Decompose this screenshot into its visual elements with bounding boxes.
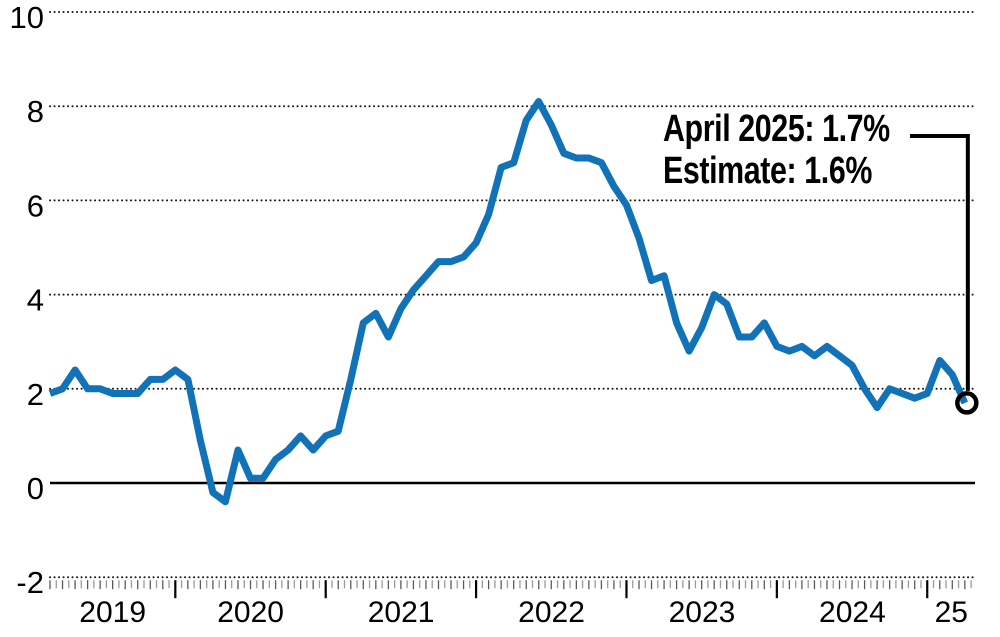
chart-annotation: April 2025: 1.7% Estimate: 1.6%: [663, 108, 890, 192]
latest-point-marker: [955, 391, 979, 415]
annotation-connector-line: [910, 134, 970, 391]
x-tick-label: 2022: [518, 596, 585, 629]
y-tick-label: 6: [27, 188, 44, 223]
y-axis-labels: 10 8 6 4 2 0 -2: [10, 0, 44, 600]
annotation-line1: April 2025: 1.7%: [663, 108, 890, 150]
x-tick-label: 2024: [819, 596, 886, 629]
y-tick-label: -2: [16, 565, 44, 600]
x-axis-labels: 2019 2020 2021 2022 2023 2024 25: [79, 596, 968, 629]
y-tick-label: 10: [10, 0, 44, 35]
y-tick-label: 4: [27, 283, 44, 318]
x-tick-label: 2020: [217, 596, 284, 629]
y-tick-label: 8: [27, 94, 44, 129]
y-tick-label: 2: [27, 377, 44, 412]
x-tick-label: 25: [935, 596, 968, 629]
x-axis-ticks: [49, 580, 972, 599]
annotation-line2: Estimate: 1.6%: [663, 150, 872, 192]
x-tick-label: 2021: [368, 596, 435, 629]
y-tick-label: 0: [27, 471, 44, 506]
gridlines: [49, 11, 976, 579]
data-line: [48, 98, 968, 506]
x-tick-label: 2023: [669, 596, 736, 629]
x-tick-label: 2019: [79, 596, 146, 629]
